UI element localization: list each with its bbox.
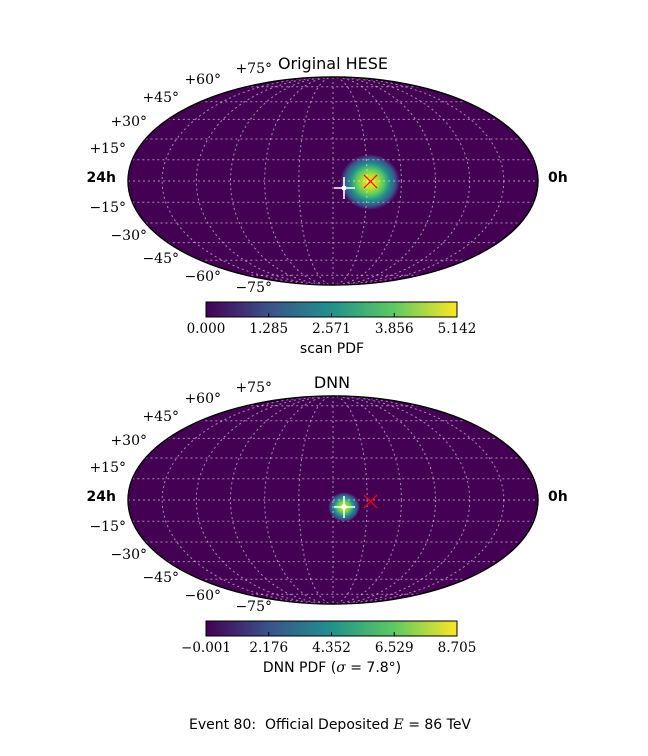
caption-var: E	[393, 717, 404, 733]
colorbar: 0.000 1.285 2.571 3.856 5.142 scan PDF	[187, 301, 477, 357]
colorbar-tick-label: 6.529	[375, 640, 414, 656]
lat-label: +75°	[235, 61, 272, 77]
latitude-labels: +75° +60° +45° +30° +15° −15° −30° −45° …	[89, 380, 272, 615]
colorbar-tick-label: 5.142	[438, 321, 477, 337]
ra-label-left: 24h	[87, 170, 116, 186]
lat-label: −45°	[142, 570, 179, 586]
colorbar-label: DNN PDF (σ = 7.8°)	[263, 660, 401, 676]
caption-prefix: Event 80: Official Deposited	[189, 717, 394, 733]
meridian-line	[264, 77, 402, 285]
truth-marker	[363, 174, 378, 189]
lat-label: −45°	[142, 251, 179, 267]
meridian-line	[161, 396, 505, 604]
lat-label: +45°	[142, 409, 179, 425]
lat-label: +30°	[110, 433, 147, 449]
colorbar-label: scan PDF	[300, 341, 364, 357]
meridian-line	[298, 396, 368, 604]
lat-label: −60°	[184, 588, 221, 604]
ra-label-right: 0h	[548, 489, 568, 505]
lat-label: −30°	[110, 547, 147, 563]
panel-title: Original HESE	[278, 54, 388, 73]
colorbar-label-var: σ	[336, 660, 346, 676]
lat-label: +15°	[89, 141, 126, 157]
colorbar: −0.001 2.176 4.352 6.529 8.705 DNN PDF (σ = …	[181, 620, 477, 676]
colorbar-tick-label: 8.705	[438, 640, 477, 656]
figure-caption: Event 80: Official Deposited E = 86 TeV	[189, 717, 471, 733]
caption-eq: = 86 TeV	[404, 717, 472, 733]
ra-label-left: 24h	[87, 489, 116, 505]
colorbar-tick-label: 0.000	[187, 321, 226, 337]
colorbar-label-eq: = 7.8°)	[346, 660, 401, 676]
sky-map-original-hese: Original HESE +75° +60° +45° +30° +15° −…	[87, 54, 568, 357]
lat-label: −75°	[235, 599, 272, 615]
truth-marker	[363, 494, 378, 509]
lat-label: +60°	[184, 391, 221, 407]
lat-label: +60°	[184, 72, 221, 88]
meridian-line	[230, 396, 436, 604]
ra-label-right: 0h	[548, 170, 568, 186]
sky-outline	[127, 395, 539, 605]
meridian-line	[264, 396, 402, 604]
colorbar-tick-label: 2.571	[312, 321, 351, 337]
lat-label: +15°	[89, 460, 126, 476]
colorbar-tick-label: 4.352	[312, 640, 351, 656]
lat-label: −30°	[110, 228, 147, 244]
estimate-marker	[334, 496, 355, 518]
lat-label: −15°	[89, 200, 126, 216]
lat-label: −15°	[89, 519, 126, 535]
graticule	[128, 77, 538, 285]
colorbar-label-prefix: DNN PDF (	[263, 660, 336, 676]
colorbar-tick-label: 3.856	[375, 321, 414, 337]
meridian-line	[298, 77, 368, 285]
meridian-line	[230, 77, 436, 285]
lat-label: +30°	[110, 114, 147, 130]
colorbar-tick-label: 2.176	[249, 640, 288, 656]
lat-label: −75°	[235, 280, 272, 296]
estimate-marker	[334, 177, 355, 199]
lat-label: +75°	[235, 380, 272, 396]
meridian-line	[195, 77, 471, 285]
sky-outline	[127, 76, 539, 286]
colorbar-tick-label: −0.001	[181, 640, 231, 656]
meridian-line	[161, 77, 505, 285]
colorbar-tick-label: 1.285	[249, 321, 288, 337]
sky-map-dnn: DNN +75° +60° +45° +30° +15° −15° −30° −…	[87, 373, 568, 676]
panel-title: DNN	[314, 373, 350, 392]
graticule	[128, 396, 538, 604]
lat-label: −60°	[184, 269, 221, 285]
meridian-line	[195, 396, 471, 604]
lat-label: +45°	[142, 90, 179, 106]
latitude-labels: +75° +60° +45° +30° +15° −15° −30° −45° …	[89, 61, 272, 296]
